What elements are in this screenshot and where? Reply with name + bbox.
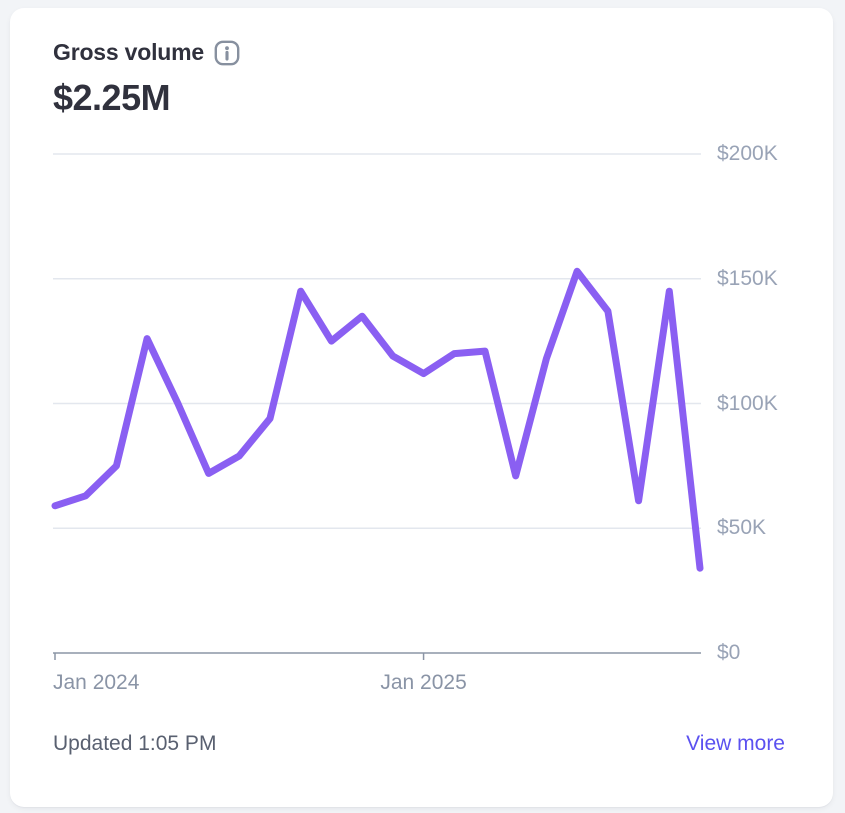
y-axis-label: $150K [717,266,778,290]
chart-canvas[interactable] [51,108,753,688]
y-axis-label: $100K [717,391,778,415]
updated-timestamp: Updated 1:05 PM [53,732,217,755]
gross-volume-value: $2.25M [53,77,171,118]
view-more-link[interactable]: View more [686,732,785,755]
gross-volume-line [51,267,704,572]
gross-volume-chart[interactable]: $0 $50K $100K $150K $200K Jan 2024 Jan 2025 [51,108,833,708]
card-footer: Updated 1:05 PM View more [53,732,785,756]
card-title: Gross volume [53,38,204,65]
y-axis-label: $200K [717,142,778,165]
info-icon[interactable] [214,40,240,66]
gross-volume-card: Gross volume $2.25M $0 $50K $100K $150K $200… [10,8,833,807]
y-axis-label: $50K [717,516,767,540]
y-axis-label: $0 [717,641,741,664]
x-axis-label: Jan 2025 [380,671,467,694]
card-header: Gross volume $2.25M [53,38,790,119]
x-axis-label: Jan 2024 [53,671,140,694]
